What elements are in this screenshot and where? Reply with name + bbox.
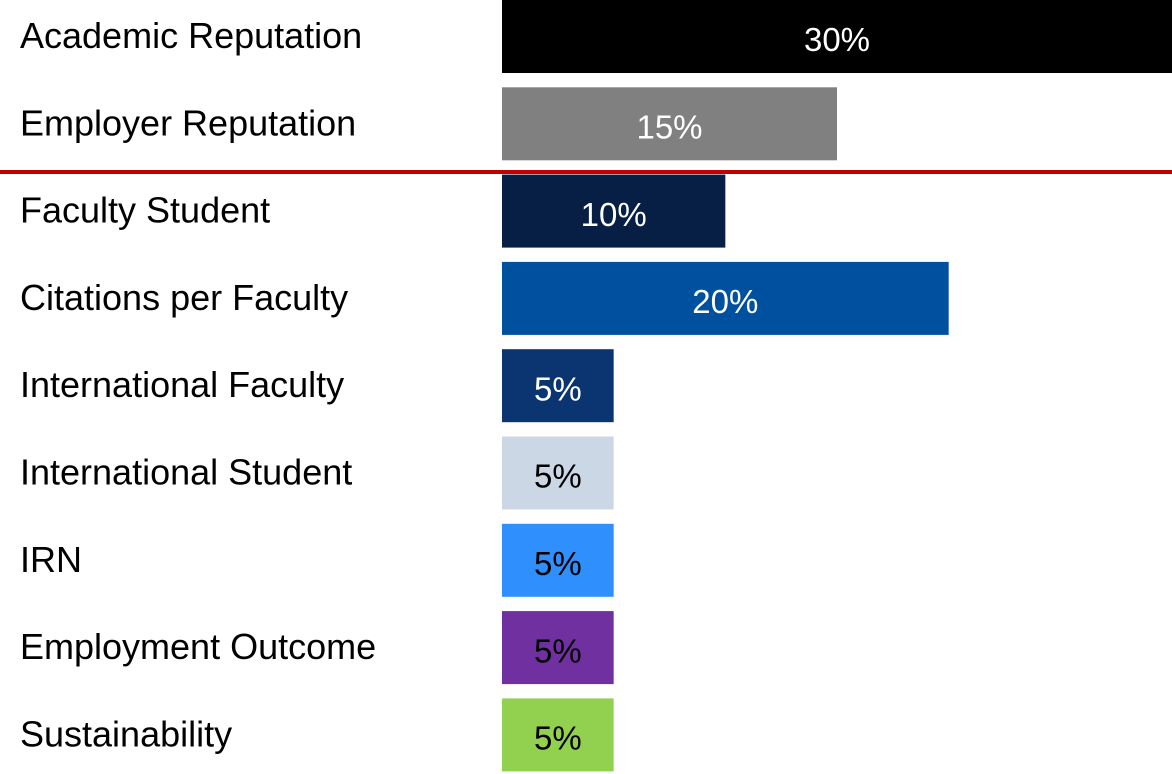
category-label: Employer Reputation xyxy=(20,102,356,143)
category-label: International Student xyxy=(20,452,352,493)
value-label: 15% xyxy=(636,109,702,146)
value-label: 5% xyxy=(534,545,582,582)
bar xyxy=(502,261,949,335)
value-label: 30% xyxy=(804,21,870,58)
bar xyxy=(502,611,614,685)
category-label: IRN xyxy=(20,539,82,580)
bar xyxy=(502,523,614,597)
bar xyxy=(502,0,1172,73)
category-label: Faculty Student xyxy=(20,190,270,231)
bar xyxy=(502,349,614,423)
value-label: 5% xyxy=(534,720,582,757)
category-label: Employment Outcome xyxy=(20,626,376,667)
value-label: 10% xyxy=(581,196,647,233)
category-label: Academic Reputation xyxy=(20,15,362,56)
category-label: Sustainability xyxy=(20,713,232,754)
value-label: 5% xyxy=(534,632,582,669)
bar xyxy=(502,698,614,772)
bar xyxy=(502,174,726,248)
value-label: 20% xyxy=(692,283,758,320)
bar xyxy=(502,87,837,161)
category-label: International Faculty xyxy=(20,364,344,405)
category-label: Citations per Faculty xyxy=(20,277,348,318)
bar xyxy=(502,436,614,510)
value-label: 5% xyxy=(534,370,582,407)
value-label: 5% xyxy=(534,458,582,495)
